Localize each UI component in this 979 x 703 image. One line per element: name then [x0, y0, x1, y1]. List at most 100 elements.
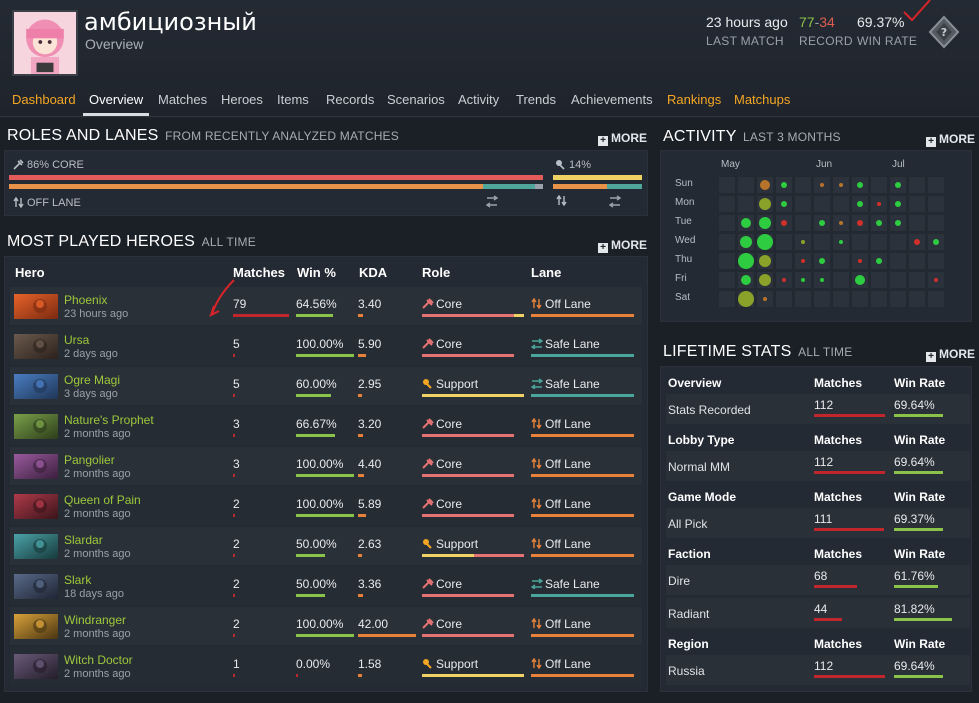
activity-dot[interactable]	[876, 220, 882, 226]
activity-cell[interactable]	[908, 195, 926, 213]
activity-dot[interactable]	[801, 278, 805, 282]
activity-dot[interactable]	[763, 297, 767, 301]
activity-cell[interactable]	[927, 195, 945, 213]
activity-dot[interactable]	[876, 258, 882, 264]
lifetime-row[interactable]	[666, 394, 970, 424]
avatar[interactable]	[12, 10, 78, 76]
hero-portrait[interactable]	[14, 454, 58, 479]
activity-dot[interactable]	[801, 259, 805, 263]
activity-cell[interactable]	[718, 271, 736, 289]
activity-dot[interactable]	[759, 274, 771, 286]
activity-cell[interactable]	[851, 290, 869, 308]
activity-cell[interactable]	[832, 290, 850, 308]
hero-name-link[interactable]: Slark	[64, 573, 92, 587]
activity-cell[interactable]	[908, 252, 926, 270]
tab-trends[interactable]: Trends	[516, 92, 556, 107]
activity-cell[interactable]	[718, 214, 736, 232]
tab-scenarios[interactable]: Scenarios	[387, 92, 445, 107]
activity-dot[interactable]	[820, 183, 824, 187]
activity-dot[interactable]	[781, 182, 787, 188]
activity-dot[interactable]	[738, 291, 754, 307]
activity-cell[interactable]	[737, 176, 755, 194]
tab-achievements[interactable]: Achievements	[571, 92, 653, 107]
activity-cell[interactable]	[908, 290, 926, 308]
table-row[interactable]: Nature's Prophet 2 months ago 3 66.67% 3.20 C…	[10, 407, 642, 445]
table-row[interactable]: Pangolier 2 months ago 3 100.00% 4.40 Core Off…	[10, 447, 642, 485]
activity-cell[interactable]	[832, 195, 850, 213]
tab-activity[interactable]: Activity	[458, 92, 500, 107]
hero-name-link[interactable]: Queen of Pain	[64, 493, 141, 507]
activity-dot[interactable]	[759, 255, 771, 267]
activity-cell[interactable]	[832, 252, 850, 270]
activity-cell[interactable]	[870, 290, 888, 308]
activity-dot[interactable]	[759, 217, 771, 229]
activity-cell[interactable]	[718, 233, 736, 251]
activity-cell[interactable]	[870, 233, 888, 251]
activity-dot[interactable]	[801, 240, 805, 244]
activity-dot[interactable]	[857, 182, 863, 188]
activity-cell[interactable]	[927, 290, 945, 308]
tab-rankings[interactable]: Rankings	[667, 92, 722, 107]
activity-dot[interactable]	[781, 201, 787, 207]
lifetime-more-button[interactable]: + MORE	[926, 347, 975, 362]
hero-name-link[interactable]: Pangolier	[64, 453, 115, 467]
activity-cell[interactable]	[870, 176, 888, 194]
activity-more-button[interactable]: + MORE	[926, 132, 975, 147]
activity-cell[interactable]	[718, 195, 736, 213]
activity-cell[interactable]	[718, 252, 736, 270]
activity-dot[interactable]	[877, 202, 881, 206]
activity-dot[interactable]	[781, 220, 787, 226]
activity-dot[interactable]	[782, 278, 786, 282]
activity-dot[interactable]	[740, 236, 752, 248]
tab-matches[interactable]: Matches	[158, 92, 208, 107]
activity-cell[interactable]	[794, 195, 812, 213]
activity-cell[interactable]	[737, 195, 755, 213]
activity-cell[interactable]	[718, 176, 736, 194]
hero-portrait[interactable]	[14, 334, 58, 359]
table-row[interactable]: Queen of Pain 2 months ago 2 100.00% 5.89 Cor…	[10, 487, 642, 525]
activity-dot[interactable]	[759, 198, 771, 210]
activity-cell[interactable]	[908, 214, 926, 232]
activity-dot[interactable]	[738, 253, 754, 269]
activity-cell[interactable]	[832, 271, 850, 289]
activity-dot[interactable]	[895, 182, 901, 188]
activity-dot[interactable]	[819, 220, 825, 226]
activity-dot[interactable]	[895, 201, 901, 207]
activity-cell[interactable]	[908, 271, 926, 289]
rank-badge-icon[interactable]: ?	[926, 14, 962, 50]
hero-portrait[interactable]	[14, 614, 58, 639]
col-matches[interactable]: Matches	[233, 265, 286, 280]
table-row[interactable]: Windranger 2 months ago 2 100.00% 42.00 Core O…	[10, 607, 642, 645]
tab-items[interactable]: Items	[277, 92, 309, 107]
activity-cell[interactable]	[908, 176, 926, 194]
table-row[interactable]: Witch Doctor 2 months ago 1 0.00% 1.58 Suppor…	[10, 647, 642, 685]
hero-portrait[interactable]	[14, 294, 58, 319]
hero-name-link[interactable]: Ogre Magi	[64, 373, 121, 387]
activity-cell[interactable]	[794, 290, 812, 308]
activity-cell[interactable]	[927, 214, 945, 232]
activity-dot[interactable]	[839, 221, 843, 225]
hero-name-link[interactable]: Slardar	[64, 533, 103, 547]
activity-cell[interactable]	[889, 233, 907, 251]
hero-portrait[interactable]	[14, 494, 58, 519]
activity-cell[interactable]	[870, 271, 888, 289]
activity-dot[interactable]	[855, 275, 865, 285]
table-row[interactable]: Ursa 2 days ago 5 100.00% 5.90 Core Safe Lane	[10, 327, 642, 365]
hero-name-link[interactable]: Ursa	[64, 333, 90, 347]
col-kda[interactable]: KDA	[359, 265, 388, 280]
activity-dot[interactable]	[741, 218, 751, 228]
table-row[interactable]: Slark 18 days ago 2 50.00% 3.36 Core Safe Lane	[10, 567, 642, 605]
activity-cell[interactable]	[775, 290, 793, 308]
hero-portrait[interactable]	[14, 534, 58, 559]
activity-cell[interactable]	[889, 252, 907, 270]
activity-dot[interactable]	[820, 278, 824, 282]
lifetime-row[interactable]	[666, 508, 970, 538]
activity-dot[interactable]	[741, 275, 751, 285]
col-hero[interactable]: Hero	[15, 265, 45, 280]
col-lane[interactable]: Lane	[531, 265, 562, 280]
hero-portrait[interactable]	[14, 654, 58, 679]
activity-cell[interactable]	[927, 176, 945, 194]
activity-dot[interactable]	[839, 240, 843, 244]
activity-dot[interactable]	[757, 234, 773, 250]
activity-cell[interactable]	[794, 176, 812, 194]
